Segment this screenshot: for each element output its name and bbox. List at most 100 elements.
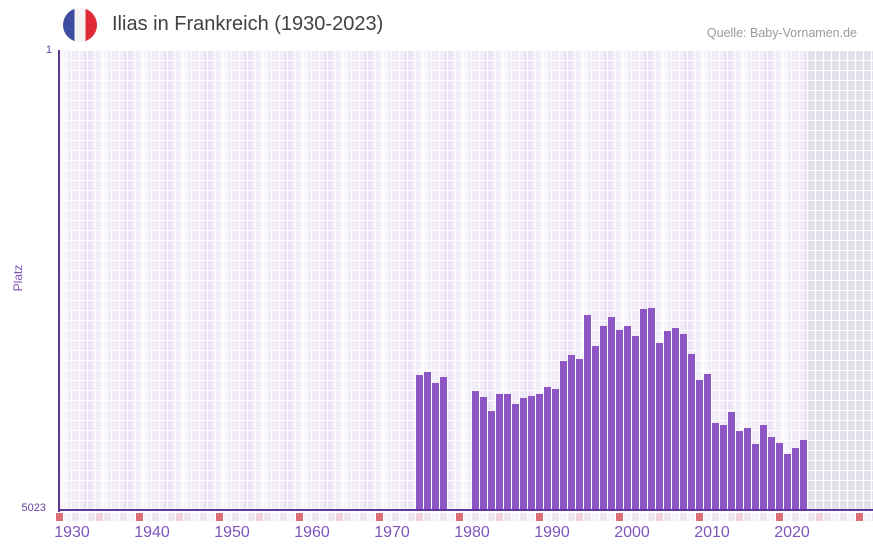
year-tick-square <box>744 513 751 521</box>
rank-bar-2014[interactable] <box>736 430 743 510</box>
rank-bar-2009[interactable] <box>696 379 703 510</box>
year-tick-square <box>248 513 255 521</box>
year-tick-square <box>512 513 519 521</box>
year-tick-square <box>728 513 735 521</box>
rank-bar-2000[interactable] <box>624 326 631 510</box>
rank-bar-2002[interactable] <box>640 309 647 510</box>
rank-bar-1983[interactable] <box>488 410 495 510</box>
year-tick-square <box>104 513 111 521</box>
year-tick-square <box>488 513 495 521</box>
year-tick-square <box>608 513 615 521</box>
rank-bar-1981[interactable] <box>472 391 479 510</box>
year-tick-square <box>688 513 695 521</box>
rank-bar-2001[interactable] <box>632 336 639 510</box>
rank-bar-2015[interactable] <box>744 427 751 510</box>
rank-bar-2017[interactable] <box>760 424 767 510</box>
x-tick-label-1990: 1990 <box>534 524 570 541</box>
year-tick-square <box>712 513 719 521</box>
year-tick-square <box>584 513 591 521</box>
rank-bar-1996[interactable] <box>592 346 599 510</box>
year-tick-square <box>56 513 63 521</box>
rank-bar-2010[interactable] <box>704 374 711 510</box>
rank-bar-1998[interactable] <box>608 317 615 510</box>
year-tick-square <box>144 513 151 521</box>
y-tick-label-top: 1 <box>45 44 52 56</box>
rank-bar-1990[interactable] <box>544 387 551 510</box>
rank-bar-1997[interactable] <box>600 326 607 510</box>
x-axis-line <box>58 509 873 511</box>
y-axis-line <box>58 50 60 512</box>
year-tick-square <box>424 513 431 521</box>
rank-bar-2013[interactable] <box>728 411 735 510</box>
x-tick-label-1960: 1960 <box>294 524 330 541</box>
rank-bar-1999[interactable] <box>616 330 623 510</box>
year-tick-square <box>392 513 399 521</box>
rank-bar-2022[interactable] <box>800 439 807 510</box>
year-tick-square <box>520 513 527 521</box>
x-tick-label-2010: 2010 <box>694 524 730 541</box>
rank-bar-2019[interactable] <box>776 442 783 510</box>
year-tick-square <box>184 513 191 521</box>
rank-bar-2005[interactable] <box>664 331 671 510</box>
rank-bar-1995[interactable] <box>584 315 591 510</box>
rank-bar-1991[interactable] <box>552 389 559 510</box>
year-tick-square <box>240 513 247 521</box>
rank-bar-2008[interactable] <box>688 354 695 510</box>
rank-bar-1989[interactable] <box>536 393 543 510</box>
year-tick-square <box>232 513 239 521</box>
year-tick-square <box>288 513 295 521</box>
year-tick-square <box>560 513 567 521</box>
year-tick-square <box>352 513 359 521</box>
year-tick-square <box>576 513 583 521</box>
rank-bar-1982[interactable] <box>480 396 487 510</box>
rank-bar-2018[interactable] <box>768 436 775 510</box>
year-tick-square <box>120 513 127 521</box>
rank-bar-2007[interactable] <box>680 334 687 510</box>
rank-bar-2012[interactable] <box>720 424 727 510</box>
year-tick-square <box>96 513 103 521</box>
year-tick-square <box>112 513 119 521</box>
y-tick-label-bottom: 5023 <box>21 502 46 514</box>
year-tick-square <box>296 513 303 521</box>
rank-bar-2006[interactable] <box>672 328 679 510</box>
rank-bar-1974[interactable] <box>416 375 423 510</box>
year-tick-square <box>344 513 351 521</box>
rank-bar-2011[interactable] <box>712 422 719 510</box>
x-tick-label-1930: 1930 <box>54 524 90 541</box>
rank-bar-2016[interactable] <box>752 443 759 510</box>
x-tick-label-2020: 2020 <box>774 524 810 541</box>
year-tick-square <box>656 513 663 521</box>
rank-bar-2021[interactable] <box>792 447 799 510</box>
year-tick-square <box>272 513 279 521</box>
rank-bar-2004[interactable] <box>656 343 663 510</box>
rank-bar-1987[interactable] <box>520 397 527 510</box>
x-tick-label-2000: 2000 <box>614 524 650 541</box>
year-tick-square <box>368 513 375 521</box>
rank-bar-1992[interactable] <box>560 361 567 510</box>
rank-bar-2020[interactable] <box>784 453 791 510</box>
rank-bar-1988[interactable] <box>528 395 535 510</box>
rank-bar-1985[interactable] <box>504 393 511 510</box>
year-tick-square <box>768 513 775 521</box>
year-tick-square <box>152 513 159 521</box>
year-tick-square <box>128 513 135 521</box>
rank-bar-1993[interactable] <box>568 355 575 510</box>
year-tick-square <box>376 513 383 521</box>
year-tick-square <box>256 513 263 521</box>
rank-bar-1984[interactable] <box>496 393 503 510</box>
year-tick-square <box>408 513 415 521</box>
rank-bar-1976[interactable] <box>432 383 439 510</box>
rank-bar-1975[interactable] <box>424 372 431 510</box>
rank-bar-2003[interactable] <box>648 307 655 510</box>
rank-bar-1977[interactable] <box>440 377 447 510</box>
year-tick-square <box>552 513 559 521</box>
rank-bar-1994[interactable] <box>576 359 583 510</box>
year-tick-square <box>696 513 703 521</box>
x-tick-label-1950: 1950 <box>214 524 250 541</box>
year-tick-square <box>88 513 95 521</box>
year-tick-square <box>616 513 623 521</box>
year-tick-square <box>304 513 311 521</box>
rank-bar-1986[interactable] <box>512 403 519 510</box>
year-tick-square <box>736 513 743 521</box>
